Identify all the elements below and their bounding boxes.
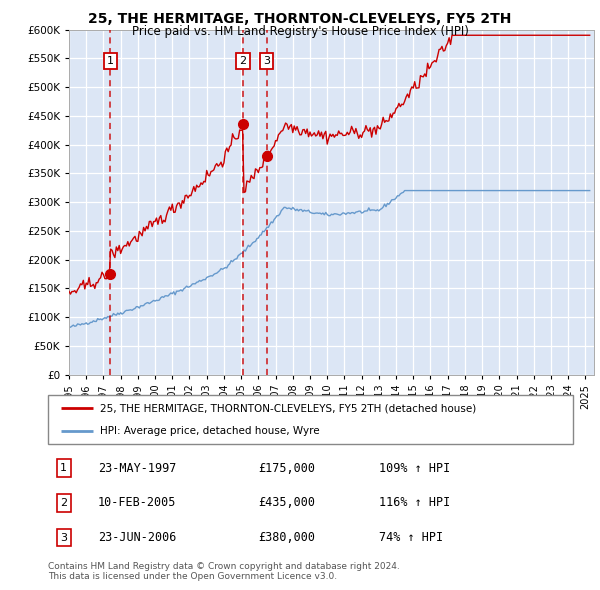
Text: £435,000: £435,000 [258,496,315,510]
Text: 25, THE HERMITAGE, THORNTON-CLEVELEYS, FY5 2TH (detached house): 25, THE HERMITAGE, THORNTON-CLEVELEYS, F… [101,404,477,414]
Text: Price paid vs. HM Land Registry's House Price Index (HPI): Price paid vs. HM Land Registry's House … [131,25,469,38]
Text: 2: 2 [239,56,247,66]
Text: 109% ↑ HPI: 109% ↑ HPI [379,461,450,474]
Text: 10-FEB-2005: 10-FEB-2005 [98,496,176,510]
Text: This data is licensed under the Open Government Licence v3.0.: This data is licensed under the Open Gov… [48,572,337,581]
Text: £380,000: £380,000 [258,532,315,545]
Text: 3: 3 [263,56,270,66]
Text: 74% ↑ HPI: 74% ↑ HPI [379,532,443,545]
Text: 23-MAY-1997: 23-MAY-1997 [98,461,176,474]
Text: 25, THE HERMITAGE, THORNTON-CLEVELEYS, FY5 2TH: 25, THE HERMITAGE, THORNTON-CLEVELEYS, F… [88,12,512,26]
Text: 23-JUN-2006: 23-JUN-2006 [98,532,176,545]
Text: 2: 2 [60,498,67,508]
Text: £175,000: £175,000 [258,461,315,474]
Text: 1: 1 [107,56,113,66]
Text: HPI: Average price, detached house, Wyre: HPI: Average price, detached house, Wyre [101,425,320,435]
Text: 116% ↑ HPI: 116% ↑ HPI [379,496,450,510]
Text: 1: 1 [60,463,67,473]
FancyBboxPatch shape [48,395,573,444]
Text: Contains HM Land Registry data © Crown copyright and database right 2024.: Contains HM Land Registry data © Crown c… [48,562,400,571]
Text: 3: 3 [60,533,67,543]
